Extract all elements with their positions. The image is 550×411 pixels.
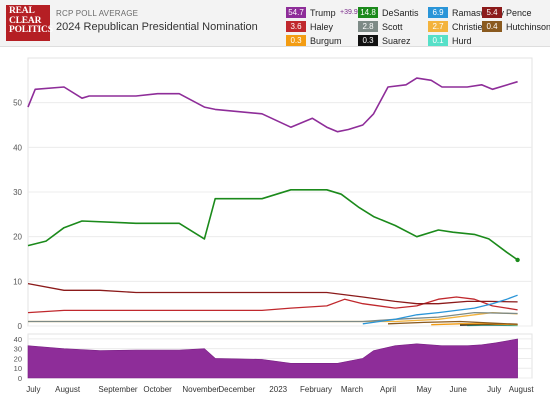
- legend-value: 14.8: [358, 7, 378, 18]
- legend-value: 2.8: [358, 21, 378, 32]
- x-tick-label: April: [380, 385, 396, 394]
- legend-label: Scott: [382, 22, 403, 32]
- x-tick-label: September: [98, 385, 137, 394]
- spread-y-tick-label: 0: [18, 374, 22, 383]
- x-tick-label: May: [416, 385, 431, 394]
- x-tick-label: March: [341, 385, 363, 394]
- legend-label: Pence: [506, 8, 532, 18]
- legend-label: Hutchinson: [506, 22, 550, 32]
- legend-label: Trump: [310, 8, 336, 18]
- legend-value: 0.3: [286, 35, 306, 46]
- series-line-desantis: [28, 190, 518, 260]
- spread-y-tick-label: 40: [14, 335, 22, 344]
- legend-value: 2.7: [428, 21, 448, 32]
- legend-value: 0.1: [428, 35, 448, 46]
- spread-y-tick-label: 30: [14, 345, 22, 354]
- x-tick-label: October: [143, 385, 172, 394]
- legend-item-hutchinson[interactable]: 0.4 Hutchinson: [482, 21, 550, 33]
- x-tick-label: August: [55, 385, 81, 394]
- x-tick-label: July: [26, 385, 40, 394]
- y-tick-label: 10: [13, 277, 22, 286]
- legend-item-desantis[interactable]: 14.8 DeSantis: [358, 7, 419, 19]
- logo-line-3: POLITICS: [9, 26, 50, 36]
- chart-subtitle: RCP POLL AVERAGE: [56, 9, 138, 18]
- spread-y-tick-label: 20: [14, 354, 22, 363]
- legend-value: 0.4: [482, 21, 502, 32]
- legend-item-scott[interactable]: 2.8 Scott: [358, 21, 403, 33]
- legend-item-haley[interactable]: 3.6 Haley: [286, 21, 333, 33]
- legend-value: 0.3: [358, 35, 378, 46]
- y-tick-label: 40: [13, 143, 22, 152]
- x-tick-label: July: [487, 385, 501, 394]
- legend-label: Hurd: [452, 36, 472, 46]
- y-tick-label: 0: [18, 322, 23, 331]
- x-tick-label: February: [300, 385, 332, 394]
- legend-label: Christie: [452, 22, 483, 32]
- y-tick-label: 20: [13, 233, 22, 242]
- legend-item-pence[interactable]: 5.4 Pence: [482, 7, 532, 19]
- x-tick-label: November: [182, 385, 219, 394]
- legend-value: 3.6: [286, 21, 306, 32]
- series-endpoint-desantis: [515, 258, 519, 262]
- x-tick-label: December: [218, 385, 255, 394]
- x-tick-label: August: [509, 385, 535, 394]
- legend-value: 54.7: [286, 7, 306, 18]
- x-tick-label: June: [450, 385, 468, 394]
- spread-y-tick-label: 10: [14, 364, 22, 373]
- legend-value: 5.4: [482, 7, 502, 18]
- y-tick-label: 30: [13, 188, 22, 197]
- series-line-haley: [28, 297, 518, 313]
- realclearpolitics-logo[interactable]: REAL CLEAR POLITICS: [6, 5, 50, 41]
- x-tick-label: 2023: [269, 385, 287, 394]
- series-line-pence: [28, 284, 518, 304]
- legend-item-christie[interactable]: 2.7 Christie: [428, 21, 483, 33]
- legend-label: Suarez: [382, 36, 411, 46]
- chart-title: 2024 Republican Presidential Nomination: [56, 21, 258, 33]
- series-line-scott: [28, 313, 518, 322]
- chart-header: REAL CLEAR POLITICS RCP POLL AVERAGE 202…: [0, 0, 550, 47]
- legend-value: 6.9: [428, 7, 448, 18]
- series-line-christie: [28, 313, 518, 322]
- legend-label: DeSantis: [382, 8, 419, 18]
- legend-spread: +39.9: [340, 7, 358, 19]
- series-line-trump: [28, 78, 518, 132]
- legend-label: Haley: [310, 22, 333, 32]
- legend-label: Burgum: [310, 36, 342, 46]
- y-tick-label: 50: [13, 99, 22, 108]
